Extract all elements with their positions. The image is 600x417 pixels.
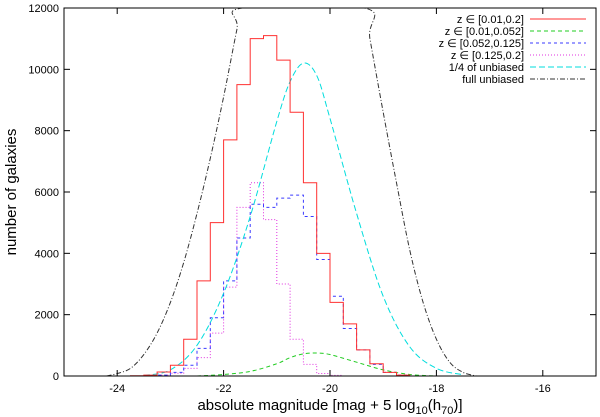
y-tick-label: 10000 bbox=[28, 64, 59, 76]
legend-label: z ∈ [0.01,0.2] bbox=[457, 14, 524, 26]
series-line-0 bbox=[117, 35, 437, 376]
x-tick-label: -20 bbox=[322, 383, 338, 395]
legend-label: full unbiased bbox=[462, 74, 524, 86]
y-tick-label: 12000 bbox=[28, 3, 59, 15]
ticks-layer: -24 -22 -20 -18 -16 0 2000 4000 6000 8000 10000 120… bbox=[28, 3, 596, 395]
series-line-1 bbox=[196, 352, 437, 376]
x-axis-label-text: absolute magnitude [mag + 5 log10(h70)] bbox=[197, 397, 462, 417]
legend-label: 1/4 of unbiased bbox=[449, 62, 524, 74]
legend-label: z ∈ [0.01,0.052] bbox=[445, 26, 524, 38]
x-tick-label: -16 bbox=[535, 383, 551, 395]
legend-label: z ∈ [0.125,0.2] bbox=[451, 50, 524, 62]
series-line-2 bbox=[117, 194, 437, 376]
x-tick-label: -24 bbox=[109, 383, 125, 395]
legend: z ∈ [0.01,0.2]z ∈ [0.01,0.052]z ∈ [0.052… bbox=[439, 14, 586, 86]
y-tick-label: 6000 bbox=[35, 187, 59, 199]
series-line-4 bbox=[143, 62, 464, 376]
series-line-3 bbox=[117, 182, 437, 376]
y-tick-label: 0 bbox=[53, 371, 59, 383]
legend-label: z ∈ [0.052,0.125] bbox=[439, 38, 524, 50]
series-layer bbox=[106, 8, 477, 376]
x-tick-label: -18 bbox=[428, 383, 444, 395]
x-tick-label: -22 bbox=[216, 383, 232, 395]
x-axis-label: absolute magnitude [mag + 5 log10(h70)] bbox=[197, 397, 462, 417]
y-tick-label: 4000 bbox=[35, 248, 59, 260]
y-tick-label: 8000 bbox=[35, 126, 59, 138]
y-tick-label: 2000 bbox=[35, 310, 59, 322]
y-axis-label: number of galaxies bbox=[3, 129, 20, 256]
series-line-5 bbox=[106, 8, 477, 376]
